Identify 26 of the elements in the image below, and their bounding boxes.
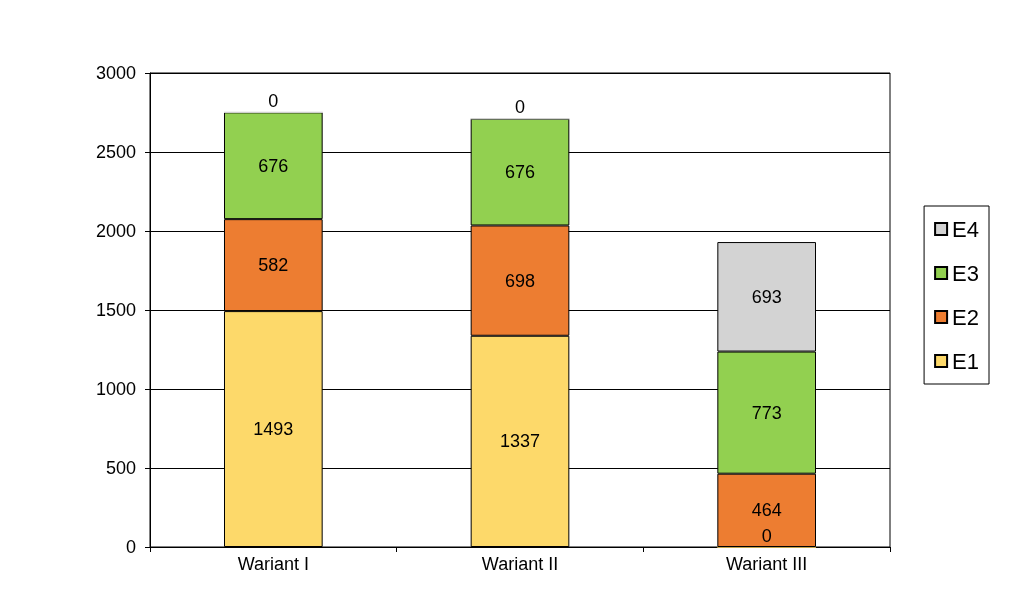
data-label: 676 (258, 155, 289, 176)
data-label: 693 (751, 286, 782, 307)
data-label: 1493 (253, 419, 294, 440)
y-tick-label: 2000 (95, 221, 136, 241)
data-label: 0 (761, 525, 772, 546)
data-label: 1337 (499, 431, 541, 452)
x-tick-label: Wariant III (725, 554, 808, 574)
legend-label: E1 (952, 348, 980, 374)
y-tick-label: 3000 (95, 63, 136, 83)
y-tick-label: 2500 (95, 142, 136, 162)
data-label: 773 (751, 402, 782, 423)
y-tick-label: 0 (125, 537, 136, 557)
data-label: 676 (504, 162, 536, 183)
data-label: 582 (258, 255, 289, 276)
data-label: 464 (751, 500, 782, 521)
legend-label: E3 (952, 260, 980, 286)
y-tick-label: 1000 (95, 379, 136, 399)
legend-label: E2 (952, 304, 980, 330)
data-label: 0 (268, 90, 279, 111)
x-tick-label: Wariant I (237, 554, 310, 574)
legend-label: E4 (952, 216, 980, 242)
data-label: 698 (504, 270, 536, 291)
y-tick-label: 1500 (95, 300, 136, 320)
data-label: 0 (514, 97, 526, 118)
y-tick-label: 500 (105, 458, 136, 478)
x-tick-label: Wariant II (481, 554, 559, 574)
